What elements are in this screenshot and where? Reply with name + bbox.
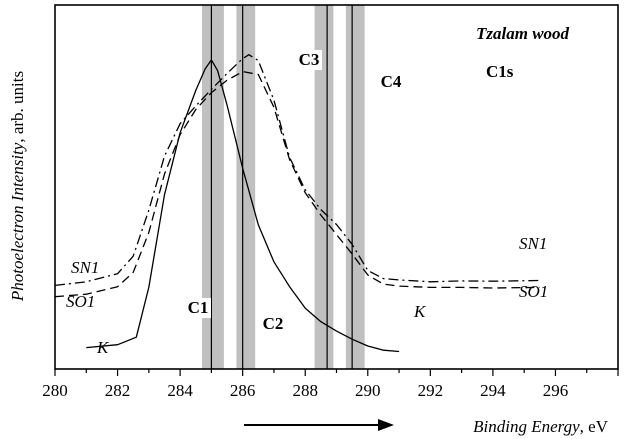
x-tick-label: 284	[167, 381, 193, 400]
x-axis-ticks: 280 282 284 286 288 290 292 294 296	[42, 369, 618, 400]
x-tick-label: 292	[418, 381, 444, 400]
component-band-c2	[236, 5, 255, 369]
series-label-k-right: K	[413, 302, 427, 321]
x-tick-label: 282	[105, 381, 131, 400]
series-label-sn1-right: SN1	[519, 234, 547, 253]
x-tick-label: 280	[42, 381, 68, 400]
series-label-so1-right: SO1	[519, 282, 548, 301]
series-label-sn1-left: SN1	[71, 258, 99, 277]
component-label-c4: C4	[381, 72, 402, 91]
component-label-c2: C2	[263, 314, 284, 333]
x-tick-label: 290	[355, 381, 381, 400]
x-axis-title: Binding Energy, eV	[473, 417, 609, 436]
chart-labels: C1 C2 C3 C4 K K SN1 SN1 SO1 SO1	[66, 50, 548, 357]
spectrum-region-label: C1s	[486, 62, 514, 81]
series-label-k-left: K	[96, 338, 110, 357]
plot-frame	[55, 5, 618, 369]
series-curves	[55, 55, 540, 352]
component-label-c1: C1	[188, 298, 209, 317]
x-tick-label: 296	[543, 381, 569, 400]
x-tick-label: 286	[230, 381, 256, 400]
direction-arrow	[244, 419, 394, 431]
y-axis-title: Photoelectron Intensity, arb. units	[8, 71, 27, 302]
component-label-c3: C3	[299, 50, 320, 69]
x-tick-label: 294	[480, 381, 506, 400]
series-line-sn1	[55, 55, 540, 286]
sample-title: Tzalam wood	[476, 24, 570, 43]
series-label-so1-left: SO1	[66, 292, 95, 311]
component-band-c4	[346, 5, 365, 369]
x-tick-label: 288	[292, 381, 318, 400]
series-line-so1	[55, 72, 540, 297]
